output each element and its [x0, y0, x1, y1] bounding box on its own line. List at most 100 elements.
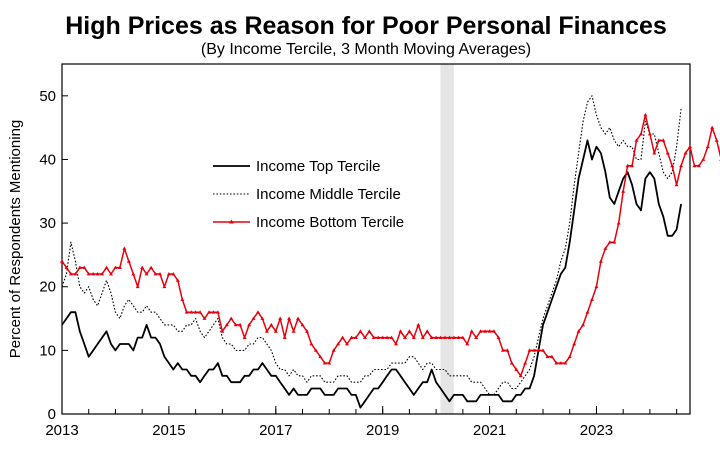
series-point [86, 272, 91, 276]
y-tick-label: 20 [39, 279, 56, 296]
series-line-1 [61, 95, 682, 396]
series-point [193, 310, 198, 314]
series-point [380, 335, 385, 339]
series-point [581, 322, 586, 327]
series-point [505, 348, 510, 352]
series-point [229, 316, 234, 320]
series-point [696, 163, 701, 168]
series-point [345, 342, 349, 346]
y-axis-label: Percent of Respondents Mentioning [7, 120, 24, 358]
series-point [215, 310, 220, 314]
series-point [184, 310, 189, 314]
series-point [95, 272, 100, 276]
series-point [500, 348, 505, 352]
series-point [149, 265, 154, 269]
x-tick-label: 2015 [152, 422, 185, 439]
series-point [385, 335, 390, 339]
series-point [411, 335, 416, 339]
series-point [625, 163, 630, 168]
series-point [300, 322, 305, 327]
series-point [492, 329, 496, 333]
series-point [705, 144, 710, 149]
chart-subtitle: (By Income Tercile, 3 Month Moving Avera… [201, 41, 531, 58]
legend: Income Top Tercile Income Middle Tercile I… [213, 158, 404, 231]
series-point [117, 265, 122, 269]
series-point [527, 348, 532, 352]
series-point [652, 151, 657, 155]
series-point [496, 335, 501, 339]
x-tick-label: 2017 [259, 422, 292, 439]
series-point [207, 310, 211, 314]
series-point [598, 259, 603, 263]
series-lines [60, 95, 720, 409]
series-point [242, 335, 247, 339]
series-point [109, 272, 113, 276]
series-point [692, 163, 697, 168]
series-point [576, 329, 581, 333]
series-point [443, 335, 447, 339]
series-point [425, 329, 430, 333]
series-point [104, 265, 109, 269]
series-point [153, 272, 158, 276]
series-point [371, 335, 376, 339]
series-point [135, 284, 140, 289]
series-point [683, 151, 688, 155]
series-point [420, 335, 425, 339]
plot-frame [61, 63, 691, 415]
series-point [358, 329, 363, 333]
series-point [643, 112, 648, 117]
series-point [701, 157, 706, 161]
x-tick-label: 2021 [473, 422, 506, 439]
series-point [541, 348, 545, 352]
series-point [518, 373, 523, 378]
series-point [621, 189, 626, 193]
series-point [278, 316, 283, 320]
series-point [670, 163, 675, 168]
series-point [331, 348, 336, 352]
series-point [532, 348, 537, 352]
series-point [64, 265, 69, 269]
series-point [416, 322, 421, 327]
series-point [296, 316, 300, 320]
series-point [656, 138, 661, 142]
series-point [256, 310, 260, 314]
y-tick-label: 0 [48, 406, 56, 423]
series-point [688, 144, 692, 149]
series-point [171, 272, 176, 276]
series-point [536, 348, 541, 352]
legend-label-0: Income Top Tercile [256, 158, 381, 175]
series-point [483, 329, 488, 333]
series-point [238, 322, 243, 327]
series-point [549, 354, 554, 359]
series-point [545, 354, 550, 359]
series-line-0 [61, 139, 682, 409]
series-point [340, 335, 345, 339]
series-point [198, 310, 203, 314]
series-point [554, 361, 559, 365]
series-point [362, 335, 367, 339]
series-point [175, 278, 180, 282]
series-point [616, 221, 621, 225]
series-point [189, 310, 194, 314]
series-point [456, 335, 461, 339]
series-point [73, 272, 78, 276]
series-point [353, 335, 358, 339]
series-point [60, 259, 64, 263]
series-point [113, 265, 118, 269]
series-point [233, 322, 238, 327]
recession-band [440, 64, 454, 414]
series-point [166, 272, 171, 276]
series-point [260, 316, 265, 320]
series-point [126, 259, 131, 263]
x-tick-label: 2013 [45, 422, 78, 439]
series-point [402, 335, 407, 339]
series-point [202, 316, 207, 320]
series-point [251, 316, 256, 320]
series-point [264, 329, 269, 333]
series-point [389, 335, 394, 339]
series-point [661, 138, 666, 142]
series-point [714, 138, 719, 142]
series-point [144, 272, 149, 276]
